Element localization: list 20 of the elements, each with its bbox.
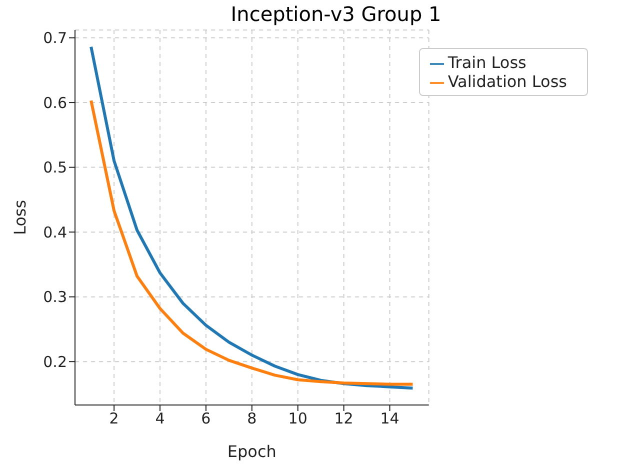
x-axis-title: Epoch — [227, 442, 276, 461]
y-tick-label: 0.7 — [43, 29, 67, 48]
x-tick-label: 8 — [247, 410, 257, 428]
chart-title: Inception-v3 Group 1 — [230, 2, 442, 26]
y-tick-label: 0.5 — [43, 158, 67, 177]
y-tick-label: 0.6 — [43, 94, 67, 112]
x-tick-label: 12 — [334, 410, 354, 428]
x-tick-label: 6 — [201, 410, 211, 428]
y-tick-label: 0.3 — [43, 288, 67, 306]
line-series — [90, 45, 414, 390]
y-tick-label: 0.4 — [43, 223, 67, 242]
y-tick-label: 0.2 — [43, 352, 67, 371]
legend-label: Train Loss — [448, 53, 526, 72]
line-series — [90, 99, 414, 386]
x-tick-label: 2 — [109, 410, 119, 428]
y-axis-title: Loss — [10, 200, 30, 236]
x-tick-label: 4 — [155, 410, 165, 428]
x-tick-label: 10 — [288, 410, 308, 428]
legend-label: Validation Loss — [448, 72, 567, 91]
x-tick-label: 14 — [380, 410, 400, 428]
